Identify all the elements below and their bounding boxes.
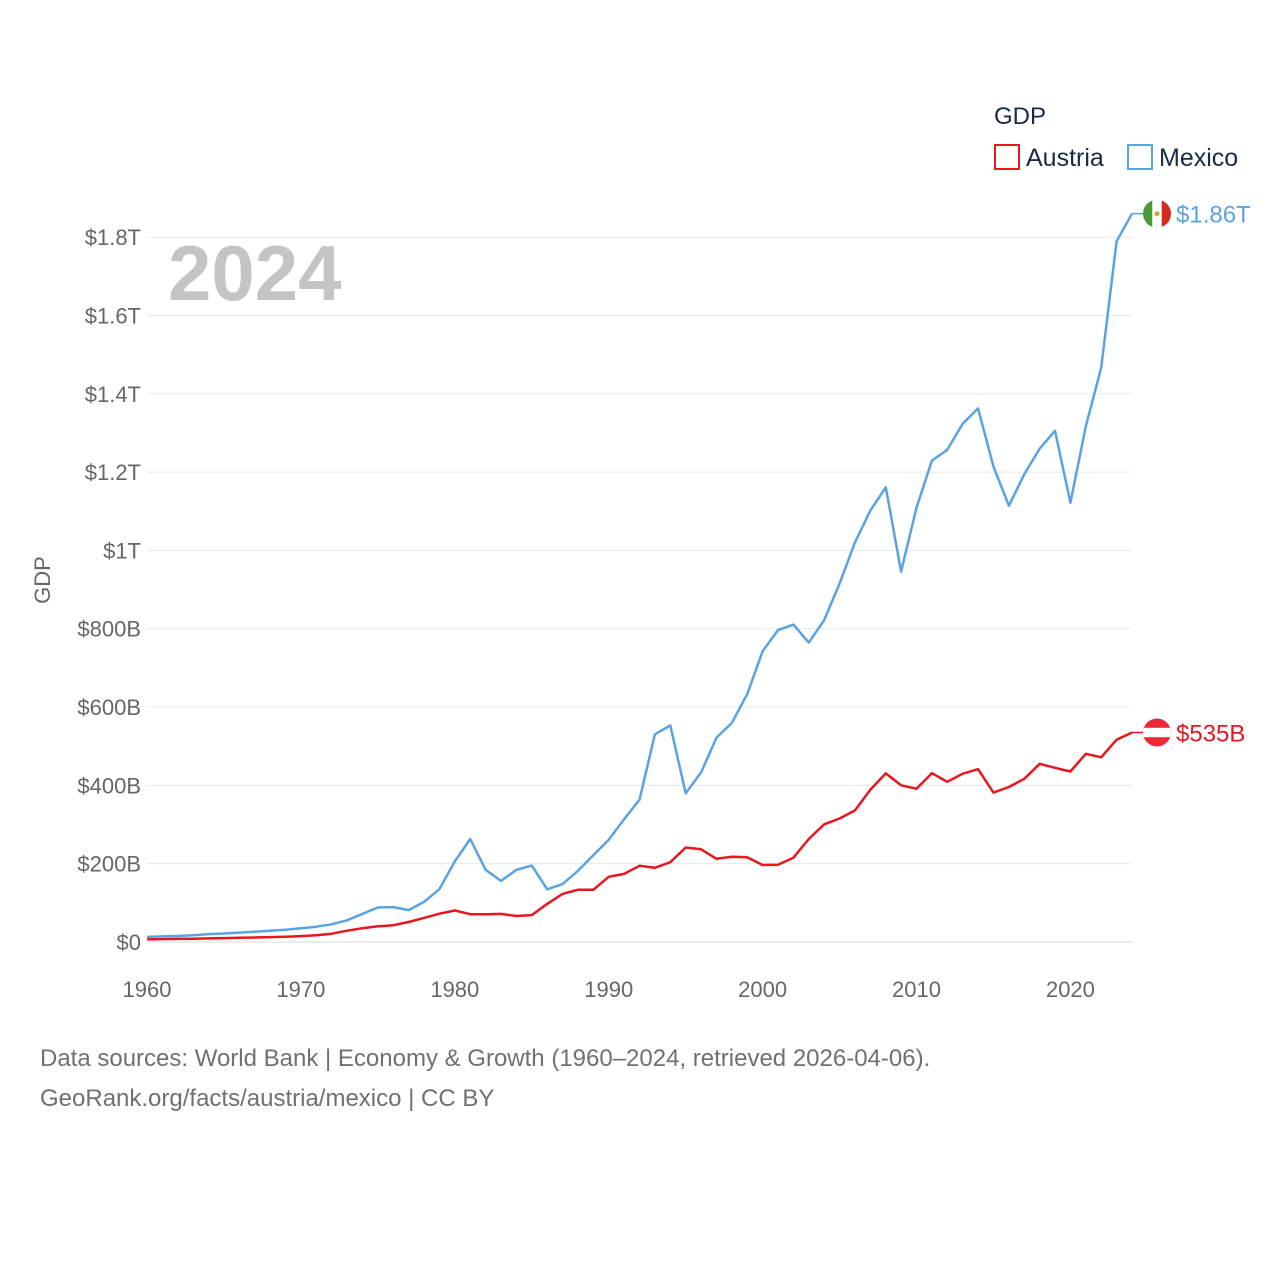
y-tick-label: $400B (77, 773, 141, 798)
austria-flag-icon (1143, 718, 1171, 747)
end-value-label-mexico: $1.86T (1176, 202, 1251, 229)
x-tick-label: 1960 (123, 977, 172, 1002)
year-label: 2024 (168, 229, 342, 317)
grid-lines (147, 236, 1132, 943)
series-line-austria (146, 731, 1133, 941)
legend-label-mexico[interactable]: Mexico (1159, 144, 1238, 172)
x-tick-label: 1990 (584, 977, 633, 1002)
legend-swatch-mexico[interactable] (1127, 144, 1153, 170)
legend-swatch-austria[interactable] (994, 144, 1020, 170)
series-layer: $535B $1.86T (146, 199, 1251, 941)
series-line-mexico (146, 213, 1134, 939)
x-tick-label: 2000 (738, 977, 787, 1002)
y-axis: $0 $200B $400B $600B $800B $1T $1.2T $1.4T $1.6T… (77, 225, 141, 955)
y-tick-label: $1.4T (85, 382, 141, 407)
y-tick-label: $800B (77, 617, 141, 642)
credit-line: GeoRank.org/facts/austria/mexico | CC BY (40, 1085, 495, 1112)
x-tick-label: 1980 (430, 977, 479, 1002)
x-tick-label: 2020 (1046, 977, 1095, 1002)
legend-title: GDP (994, 103, 1046, 130)
legend: GDP Austria Mexico (994, 103, 1238, 172)
y-tick-label: $1.2T (85, 460, 141, 485)
y-tick-label: $600B (77, 695, 141, 720)
y-tick-label: $200B (77, 852, 141, 877)
legend-label-austria[interactable]: Austria (1026, 144, 1104, 172)
y-tick-label: $1.8T (85, 225, 141, 250)
y-axis-title: GDP (30, 556, 55, 604)
end-value-label-austria: $535B (1176, 721, 1245, 748)
x-tick-label: 1970 (276, 977, 325, 1002)
y-tick-label: $0 (117, 930, 141, 955)
x-tick-label: 2010 (892, 977, 941, 1002)
x-axis: 1960 1970 1980 1990 2000 2010 2020 (123, 977, 1095, 1002)
y-tick-label: $1T (103, 538, 141, 563)
y-tick-label: $1.6T (85, 303, 141, 328)
mexico-flag-icon (1143, 199, 1171, 228)
source-line: Data sources: World Bank | Economy & Gro… (40, 1045, 931, 1072)
